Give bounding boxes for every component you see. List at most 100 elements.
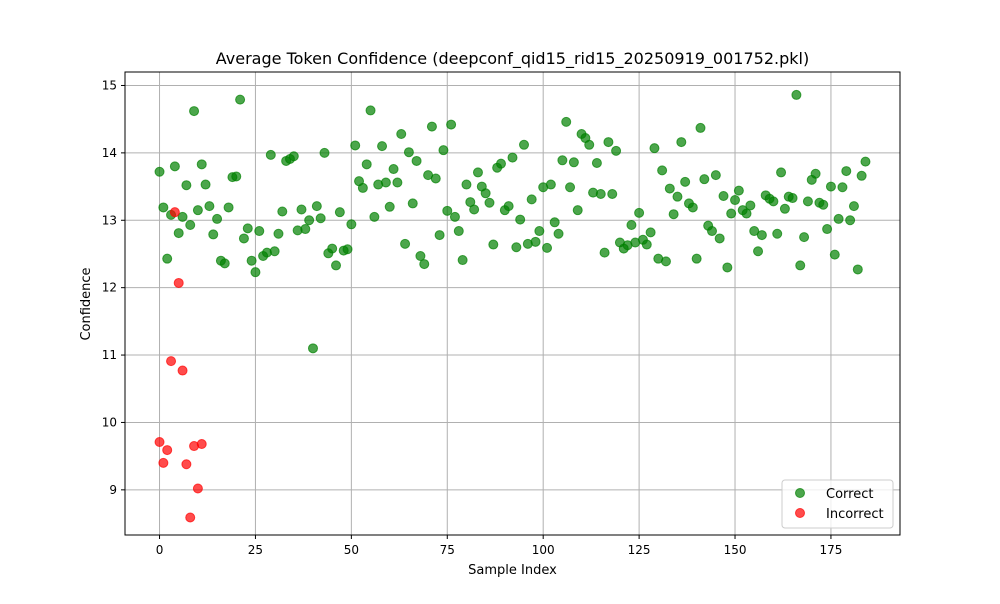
data-point xyxy=(158,457,169,468)
data-point xyxy=(526,194,537,205)
data-point xyxy=(173,277,184,288)
y-tick-label: 15 xyxy=(102,78,117,92)
x-tick-label: 25 xyxy=(248,543,263,557)
data-point xyxy=(776,167,787,178)
data-point xyxy=(288,151,299,162)
data-point xyxy=(277,206,288,217)
data-point xyxy=(461,179,472,190)
data-point xyxy=(296,204,307,215)
data-point xyxy=(530,236,541,247)
data-point xyxy=(231,171,242,182)
data-point xyxy=(315,213,326,224)
data-point xyxy=(557,155,568,166)
data-point xyxy=(392,177,403,188)
data-point xyxy=(741,208,752,219)
data-point xyxy=(154,436,165,447)
chart-title: Average Token Confidence (deepconf_qid15… xyxy=(216,49,809,69)
data-point xyxy=(158,202,169,213)
data-point xyxy=(749,226,760,237)
data-point xyxy=(553,228,564,239)
data-point xyxy=(845,215,856,226)
data-point xyxy=(695,122,706,133)
data-point xyxy=(300,224,311,235)
data-point xyxy=(825,181,836,192)
data-point xyxy=(419,259,430,270)
data-point xyxy=(664,183,675,194)
y-tick-label: 9 xyxy=(109,483,117,497)
data-point xyxy=(204,201,215,212)
y-tick-label: 14 xyxy=(102,146,117,160)
data-point xyxy=(449,211,460,222)
data-point xyxy=(756,230,767,241)
data-point xyxy=(753,246,764,257)
data-point xyxy=(181,180,192,191)
data-point xyxy=(192,483,203,494)
x-tick-label: 100 xyxy=(532,543,555,557)
data-point xyxy=(495,158,506,169)
data-point xyxy=(787,193,798,204)
data-point xyxy=(511,242,522,253)
data-point xyxy=(434,230,445,241)
data-point xyxy=(726,208,737,219)
data-point xyxy=(818,199,829,210)
data-point xyxy=(672,191,683,202)
data-point xyxy=(415,250,426,261)
data-point xyxy=(779,203,790,214)
data-point xyxy=(829,249,840,260)
data-point xyxy=(208,229,219,240)
data-point xyxy=(426,121,437,132)
x-tick-label: 75 xyxy=(440,543,455,557)
data-point xyxy=(273,228,284,239)
data-point xyxy=(772,228,783,239)
data-point xyxy=(196,439,207,450)
data-point xyxy=(722,262,733,273)
series-incorrect xyxy=(154,207,207,523)
data-point xyxy=(304,215,315,226)
x-tick-label: 125 xyxy=(628,543,651,557)
data-point xyxy=(162,445,173,456)
data-point xyxy=(311,201,322,212)
data-point xyxy=(472,167,483,178)
data-point xyxy=(446,119,457,130)
data-point xyxy=(848,201,859,212)
data-point xyxy=(342,244,353,255)
data-point xyxy=(565,182,576,193)
data-point xyxy=(657,165,668,176)
data-point xyxy=(457,255,468,266)
data-point xyxy=(484,197,495,208)
x-axis-label: Sample Index xyxy=(468,563,557,578)
data-points xyxy=(154,89,871,523)
data-point xyxy=(795,260,806,271)
data-point xyxy=(469,204,480,215)
data-point xyxy=(254,226,265,237)
data-point xyxy=(856,170,867,181)
data-point xyxy=(319,147,330,158)
data-point xyxy=(584,139,595,150)
data-point xyxy=(154,166,165,177)
data-point xyxy=(177,365,188,376)
x-axis: 0 25 50 75 100 125 150 175 xyxy=(156,535,842,557)
data-point xyxy=(710,170,721,181)
data-point xyxy=(802,196,813,207)
data-point xyxy=(384,201,395,212)
data-point xyxy=(223,202,234,213)
data-point xyxy=(515,214,526,225)
data-point xyxy=(380,177,391,188)
x-tick-label: 150 xyxy=(724,543,747,557)
data-point xyxy=(250,267,261,278)
data-point xyxy=(396,129,407,140)
data-point xyxy=(660,256,671,267)
data-point xyxy=(568,157,579,168)
data-point xyxy=(331,260,342,271)
data-point xyxy=(400,238,411,249)
grid xyxy=(125,72,900,535)
legend-label: Correct xyxy=(826,487,873,502)
legend-marker xyxy=(795,488,805,498)
data-point xyxy=(649,143,660,154)
x-tick-label: 0 xyxy=(156,543,164,557)
data-point xyxy=(626,219,637,230)
data-point xyxy=(687,202,698,213)
data-point xyxy=(607,188,618,199)
legend: Correct Incorrect xyxy=(781,479,894,529)
